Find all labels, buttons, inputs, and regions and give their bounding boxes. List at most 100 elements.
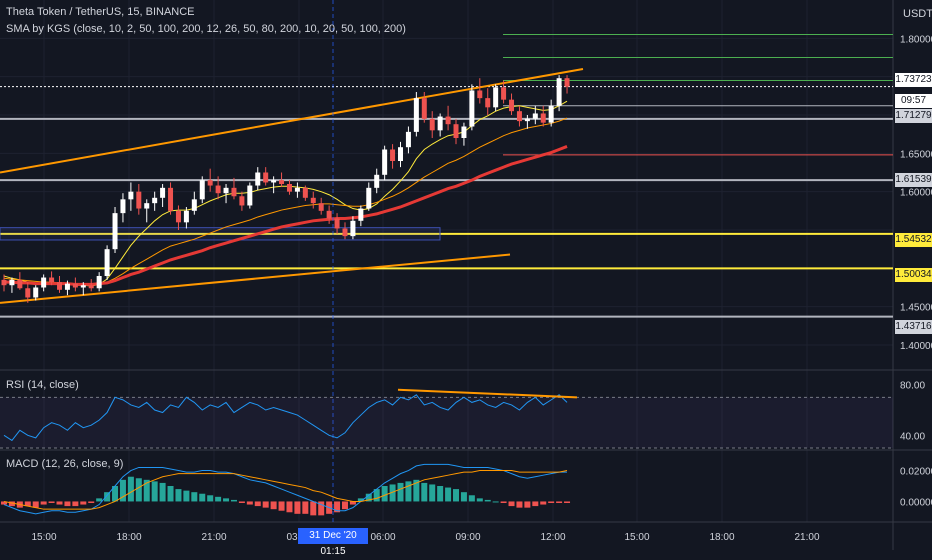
candle-11	[88, 285, 94, 289]
level-label-1: 1.71279	[895, 109, 932, 123]
candle-40	[318, 203, 324, 211]
last-price-label: 1.73723	[895, 73, 932, 87]
candle-68	[540, 113, 546, 123]
macd-bar-15	[119, 479, 126, 502]
rsi-legend: RSI (14, close)	[6, 379, 79, 391]
candle-32	[255, 172, 261, 186]
macd-bar-22	[175, 489, 182, 502]
candle-42	[334, 218, 340, 229]
macd-bar-52	[413, 479, 420, 502]
macd-bar-33	[262, 501, 269, 508]
macd-bar-0	[1, 501, 7, 505]
macd-bar-71	[564, 501, 571, 503]
candle-22	[175, 210, 181, 223]
countdown-label: 09:57	[895, 94, 932, 108]
time-tick-6: 12:00	[540, 532, 565, 543]
macd-bar-4	[32, 501, 39, 508]
time-tick-2: 21:00	[201, 532, 226, 543]
macd-bar-20	[159, 482, 166, 502]
candle-65	[516, 111, 522, 122]
channel-lower-line	[0, 253, 511, 304]
macd-bar-67	[532, 501, 539, 507]
candle-56	[445, 116, 451, 125]
macd-bar-59	[468, 495, 475, 502]
macd-bar-5	[40, 501, 47, 505]
macd-bar-7	[56, 501, 63, 505]
macd-bar-9	[72, 501, 79, 507]
macd-bar-31	[246, 501, 253, 505]
macd-bar-39	[310, 501, 317, 516]
macd-bar-13	[104, 492, 111, 502]
candle-1	[9, 279, 15, 286]
candle-67	[532, 113, 538, 119]
macd-bar-56	[445, 487, 452, 502]
macd-bar-40	[318, 501, 325, 516]
candle-63	[501, 87, 507, 100]
macd-bar-69	[548, 501, 555, 503]
price-tick-0: 1.80000	[900, 34, 932, 45]
candle-62	[493, 87, 499, 108]
macd-bar-62	[492, 501, 499, 503]
candle-16	[128, 191, 134, 200]
macd-bar-46	[365, 493, 372, 502]
macd-bar-65	[516, 501, 523, 508]
macd-bar-1	[8, 501, 15, 507]
macd-bar-16	[127, 476, 134, 502]
candle-44	[350, 220, 356, 237]
macd-bar-19	[151, 481, 158, 502]
rsi-band	[0, 397, 893, 448]
time-tick-4: 06:00	[370, 532, 395, 543]
level-label-4: 1.50034	[895, 268, 932, 282]
candle-24	[191, 199, 197, 211]
macd-bar-6	[48, 501, 55, 503]
macd-bar-34	[270, 501, 277, 510]
candle-64	[509, 99, 515, 112]
macd-bar-36	[286, 501, 293, 513]
macd-bar-26	[207, 495, 214, 502]
macd-bar-55	[437, 486, 444, 502]
candle-9	[72, 283, 78, 288]
macd-bar-38	[302, 501, 309, 514]
macd-bar-61	[484, 499, 491, 502]
candle-55	[437, 116, 443, 131]
rsi-tick-1: 40.00	[900, 431, 925, 442]
crosshair-time-label: 31 Dec '20 01:15	[298, 528, 368, 557]
macd-bar-53	[421, 482, 428, 502]
candle-52	[413, 98, 419, 132]
macd-bar-49	[389, 484, 396, 502]
macd-signal-line	[3, 470, 568, 510]
price-tick-3: 1.60000	[900, 188, 932, 199]
macd-bar-68	[540, 501, 547, 505]
macd-bar-48	[381, 486, 388, 502]
candle-13	[104, 249, 110, 276]
level-label-3: 1.54532	[895, 233, 932, 247]
candle-66	[524, 118, 530, 122]
candle-50	[398, 147, 403, 161]
macd-bar-21	[167, 486, 174, 502]
candle-69	[548, 105, 554, 123]
rsi-divergence-line	[397, 388, 578, 399]
macd-bar-47	[373, 489, 380, 502]
macd-bar-8	[64, 501, 71, 507]
candle-46	[366, 187, 372, 209]
rsi-tick-0: 80.00	[900, 381, 925, 392]
candle-51	[405, 131, 411, 148]
macd-bar-32	[254, 501, 261, 507]
macd-bar-29	[230, 499, 237, 502]
level-label-5: 1.43716	[895, 320, 932, 334]
macd-bar-18	[143, 479, 150, 502]
candle-26	[207, 180, 213, 186]
candle-15	[120, 199, 126, 214]
macd-bar-51	[405, 481, 412, 502]
macd-bar-45	[357, 498, 364, 502]
macd-bar-17	[135, 478, 142, 502]
time-tick-0: 15:00	[31, 532, 56, 543]
candle-23	[183, 210, 189, 223]
macd-bar-35	[278, 501, 285, 511]
macd-bar-43	[341, 501, 348, 510]
macd-bar-44	[349, 501, 356, 505]
currency-label: USDT	[903, 8, 932, 20]
candle-27	[215, 185, 221, 194]
